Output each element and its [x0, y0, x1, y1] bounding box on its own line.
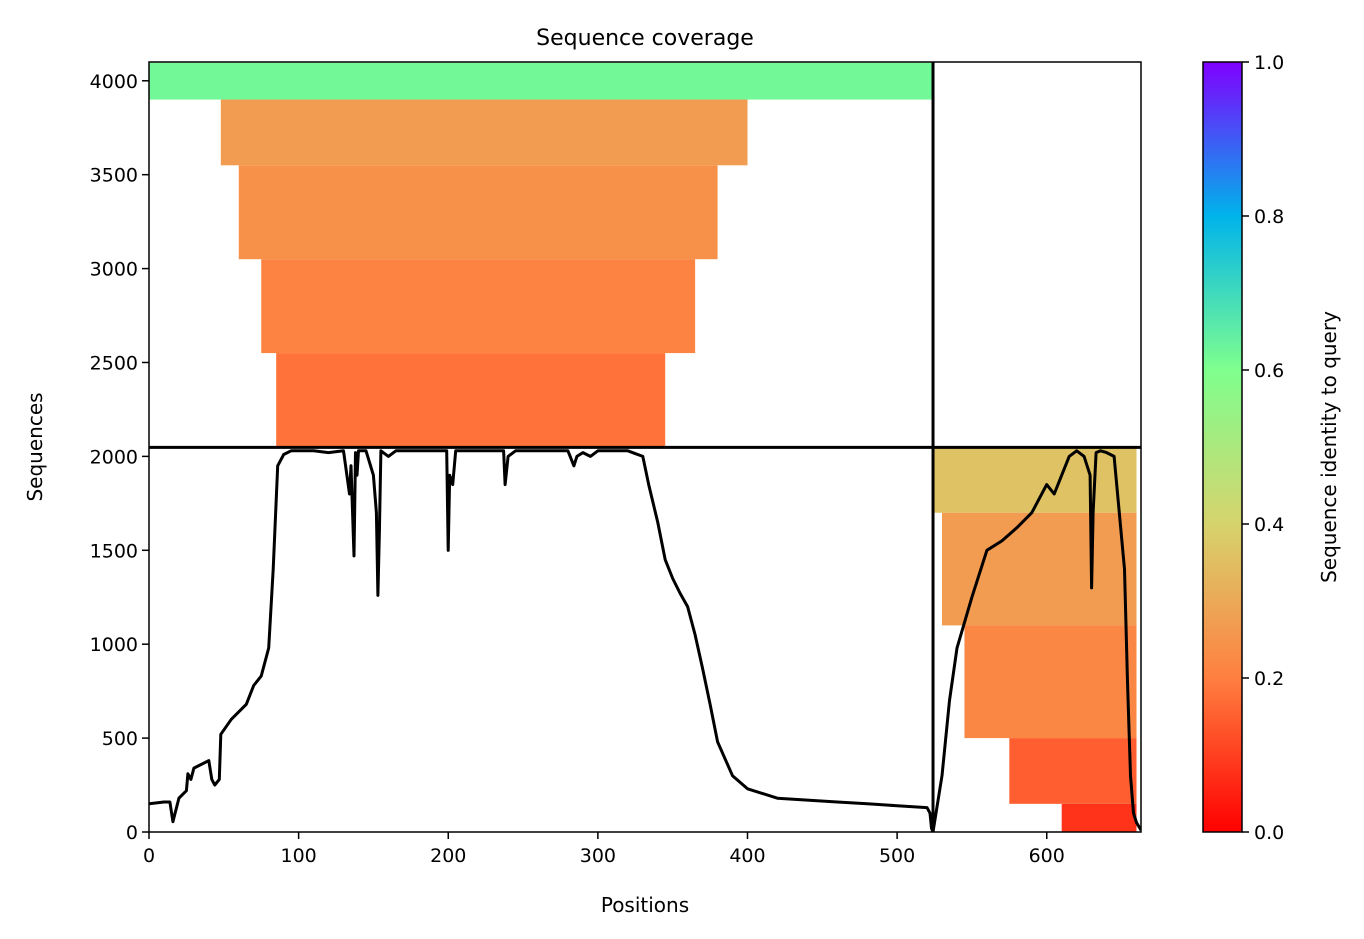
y-tick-label: 2000: [90, 446, 138, 468]
colorbar-gradient: [1202, 61, 1243, 833]
x-tick-label: 400: [729, 845, 765, 867]
colorbar-label: Sequence identity to query: [1317, 311, 1341, 583]
y-tick-label: 0: [126, 822, 138, 844]
heatmap-region-2-3: [964, 625, 1137, 739]
y-axis-label: Sequences: [23, 392, 47, 501]
x-tick-label: 200: [430, 845, 466, 867]
colorbar-tick-label: 0.0: [1254, 822, 1284, 844]
x-axis-label: Positions: [601, 893, 689, 917]
x-tick-label: 600: [1029, 845, 1065, 867]
y-tick-label: 1500: [90, 540, 138, 562]
coverage-line: [149, 449, 1141, 832]
block-boundaries: [149, 62, 1141, 832]
y-tick-label: 4000: [90, 71, 138, 93]
heatmap-region-1-4: [261, 259, 696, 354]
x-tick-label: 300: [580, 845, 616, 867]
heatmap-region-2-4: [1009, 738, 1137, 804]
x-axis-ticks: 0 100 200 300 400 500 600: [143, 832, 1065, 867]
colorbar-tick-label: 0.2: [1254, 668, 1284, 690]
x-tick-label: 500: [879, 845, 915, 867]
colorbar-tick-label: 0.6: [1254, 360, 1284, 382]
x-tick-label: 100: [280, 845, 316, 867]
chart-title: Sequence coverage: [536, 26, 754, 51]
heatmap-region-1-3: [238, 165, 718, 260]
heatmap-region-2-2: [942, 512, 1137, 626]
heatmap-region-1-2: [220, 99, 748, 166]
plot-frame: [148, 61, 1142, 833]
heatmap-region-2-5: [1061, 803, 1137, 832]
colorbar: 0.0 0.2 0.4 0.6 0.8 1.0 Sequence identity to …: [1202, 52, 1341, 844]
heatmap-layer: [149, 62, 1137, 832]
colorbar-tick-label: 1.0: [1254, 52, 1284, 74]
colorbar-tick-label: 0.8: [1254, 206, 1284, 228]
y-tick-label: 500: [102, 728, 138, 750]
y-tick-label: 1000: [90, 634, 138, 656]
y-tick-label: 3000: [90, 259, 138, 281]
colorbar-ticks: 0.0 0.2 0.4 0.6 0.8 1.0: [1242, 52, 1284, 844]
colorbar-tick-label: 0.4: [1254, 514, 1284, 536]
heatmap-region-1-1: [149, 62, 934, 100]
x-tick-label: 0: [143, 845, 155, 867]
plot-area: [149, 62, 1141, 832]
heatmap-region-1-5: [276, 353, 666, 448]
y-tick-label: 2500: [90, 352, 138, 374]
y-tick-label: 3500: [90, 165, 138, 187]
heatmap-region-2-1: [933, 447, 1137, 513]
y-axis-ticks: 0 500 1000 1500 2000 2500 3000 3500 4000: [90, 71, 149, 844]
